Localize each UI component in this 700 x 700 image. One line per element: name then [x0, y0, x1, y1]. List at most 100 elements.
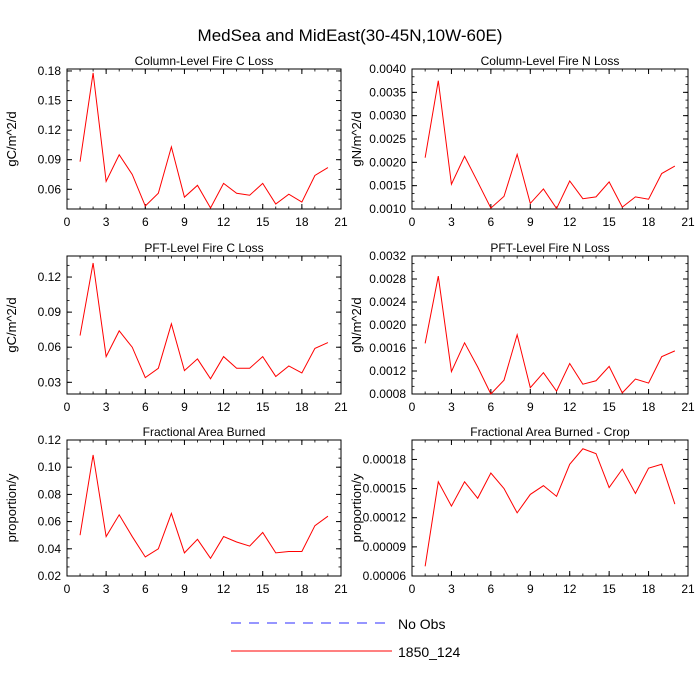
legend-label-1850-124: 1850_124	[398, 644, 461, 660]
panel-title: Column-Level Fire N Loss	[481, 54, 620, 68]
y-tick-label: 0.0015	[369, 179, 406, 193]
y-tick-label: 0.10	[38, 460, 62, 474]
y-tick-label: 0.12	[38, 270, 62, 284]
y-tick-label: 0.0025	[369, 132, 406, 146]
x-tick-label: 15	[256, 400, 270, 414]
x-tick-label: 3	[103, 400, 110, 414]
chart-panel-6: Fractional Area Burned - Crop 0 3 6 9 12 15 18 2…	[349, 425, 695, 596]
x-tick-label: 9	[181, 215, 188, 229]
y-tick-label: 0.0030	[369, 109, 406, 123]
plot-frame	[411, 439, 689, 577]
y-tick-label: 0.06	[38, 515, 62, 529]
plot-frame	[411, 255, 689, 395]
x-tick-label: 15	[256, 582, 270, 596]
y-axis-label: gN/m^2/d	[349, 111, 364, 166]
y-axis-label: gN/m^2/d	[349, 297, 364, 352]
plot-frame	[66, 255, 342, 395]
x-tick-label: 12	[563, 400, 577, 414]
series-line	[424, 448, 676, 567]
y-tick-label: 0.0035	[369, 85, 406, 99]
x-tick-label: 3	[448, 215, 455, 229]
x-tick-label: 18	[295, 582, 309, 596]
x-tick-label: 15	[602, 215, 616, 229]
panel-title: PFT-Level Fire N Loss	[490, 241, 609, 255]
x-tick-label: 12	[217, 215, 231, 229]
y-tick-label: 0.0040	[369, 62, 406, 76]
x-tick-label: 18	[642, 215, 656, 229]
x-tick-label: 0	[409, 400, 416, 414]
y-tick-label: 0.00015	[363, 482, 407, 496]
chart-panels: Column-Level Fire C Loss 0 3 6 9 12 15 18 21 0.06…	[4, 54, 695, 596]
x-tick-label: 0	[64, 215, 71, 229]
y-tick-label: 0.0016	[369, 341, 406, 355]
x-tick-label: 3	[448, 400, 455, 414]
y-tick-label: 0.02	[38, 569, 62, 583]
x-tick-label: 21	[334, 400, 348, 414]
x-tick-label: 0	[64, 400, 71, 414]
y-tick-label: 0.00006	[363, 569, 407, 583]
x-tick-label: 15	[602, 400, 616, 414]
x-tick-label: 9	[181, 582, 188, 596]
series-line	[424, 80, 676, 210]
x-tick-label: 21	[681, 582, 695, 596]
series-line	[79, 454, 329, 560]
y-tick-label: 0.12	[38, 123, 62, 137]
y-tick-label: 0.0008	[369, 387, 406, 401]
x-tick-label: 18	[295, 215, 309, 229]
x-tick-label: 15	[602, 582, 616, 596]
x-tick-label: 21	[334, 582, 348, 596]
y-tick-label: 0.0032	[369, 249, 406, 263]
x-tick-label: 0	[409, 215, 416, 229]
x-tick-label: 6	[142, 582, 149, 596]
x-tick-label: 0	[409, 582, 416, 596]
y-tick-label: 0.0020	[369, 155, 406, 169]
series-line	[79, 72, 329, 210]
x-tick-label: 18	[642, 400, 656, 414]
y-tick-label: 0.08	[38, 487, 62, 501]
y-tick-label: 0.12	[38, 433, 62, 447]
x-tick-label: 15	[256, 215, 270, 229]
series-line	[79, 262, 329, 380]
legend-label-no-obs: No Obs	[398, 616, 445, 632]
x-tick-label: 0	[64, 582, 71, 596]
y-tick-label: 0.09	[38, 153, 62, 167]
x-tick-label: 9	[527, 215, 534, 229]
chart-panel-3: PFT-Level Fire C Loss 0 3 6 9 12 15 18 21 0.03 0.0…	[4, 241, 348, 414]
x-tick-label: 12	[217, 400, 231, 414]
x-tick-label: 21	[334, 215, 348, 229]
x-tick-label: 9	[181, 400, 188, 414]
y-tick-label: 0.0028	[369, 272, 406, 286]
x-tick-label: 18	[642, 582, 656, 596]
y-tick-label: 0.00009	[363, 540, 407, 554]
x-tick-label: 21	[681, 215, 695, 229]
y-tick-label: 0.0020	[369, 318, 406, 332]
chart-panel-5: Fractional Area Burned 0 3 6 9 12 15 18 21 0.02 0.…	[4, 425, 348, 596]
x-tick-label: 12	[563, 215, 577, 229]
x-tick-label: 21	[681, 400, 695, 414]
panel-title: Column-Level Fire C Loss	[135, 54, 274, 68]
panel-title: PFT-Level Fire C Loss	[144, 241, 263, 255]
y-axis-label: proportion/y	[349, 473, 364, 542]
y-tick-label: 0.04	[38, 542, 62, 556]
x-tick-label: 6	[488, 400, 495, 414]
panel-title: Fractional Area Burned	[143, 425, 266, 439]
y-axis-label: gC/m^2/d	[4, 297, 19, 352]
series-line	[424, 276, 676, 395]
y-tick-label: 0.06	[38, 182, 62, 196]
x-tick-label: 12	[563, 582, 577, 596]
plot-frame	[66, 68, 342, 210]
y-axis-label: gC/m^2/d	[4, 111, 19, 166]
y-tick-label: 0.18	[38, 64, 62, 78]
x-tick-label: 6	[488, 215, 495, 229]
y-tick-label: 0.0012	[369, 364, 406, 378]
panel-title: Fractional Area Burned - Crop	[470, 425, 630, 439]
x-tick-label: 9	[527, 400, 534, 414]
x-tick-label: 9	[527, 582, 534, 596]
y-tick-label: 0.00012	[363, 511, 407, 525]
y-tick-label: 0.03	[38, 375, 62, 389]
y-tick-label: 0.0010	[369, 202, 406, 216]
x-tick-label: 3	[448, 582, 455, 596]
legend: No Obs 1850_124	[231, 616, 461, 660]
plot-frame	[66, 439, 342, 577]
